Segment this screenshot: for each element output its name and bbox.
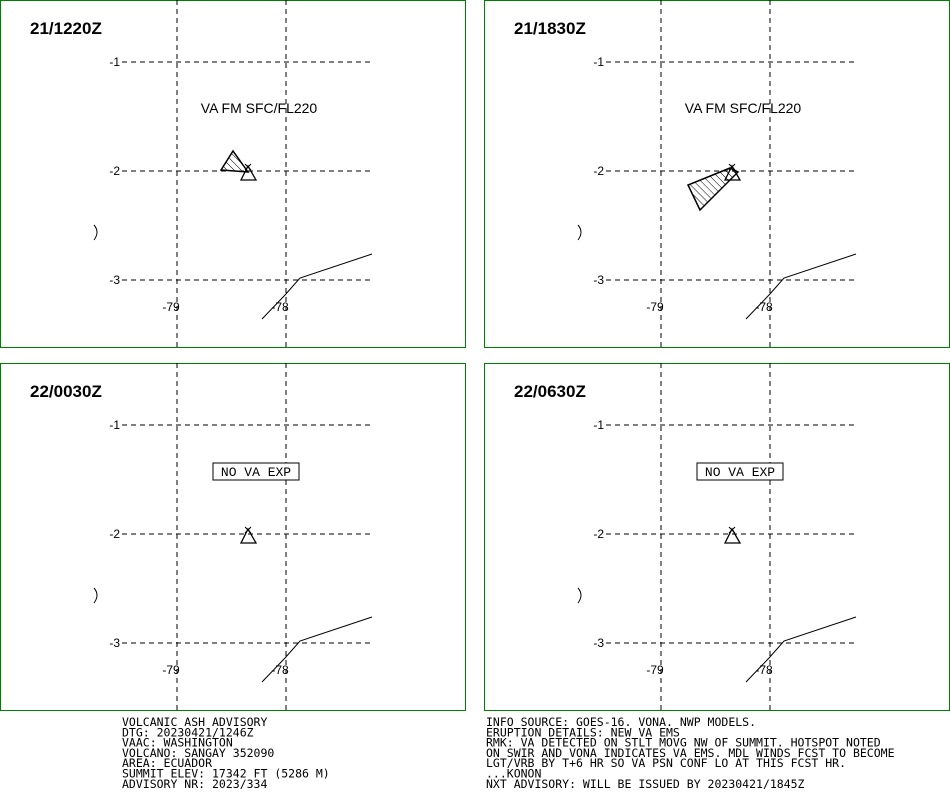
map-panel: -1 -2 -3 -79 -78 21/1830Z VA FM SFC/FL220: [484, 0, 950, 348]
advisory-line: AREA: ECUADOR: [122, 756, 212, 770]
volcano-symbol: [239, 164, 258, 181]
advisory-line: VOLCANIC ASH ADVISORY: [122, 715, 267, 729]
annotation: VA FM SFC/FL220: [201, 100, 318, 116]
volcano-symbol: [239, 527, 258, 544]
coast-fragment: [577, 224, 582, 241]
coast-fragment: [93, 224, 98, 241]
map-panel: -1 -2 -3 -79 -78 22/0630Z NO VA EXP: [484, 363, 950, 711]
lat-label: -2: [593, 164, 604, 178]
lat-label: -2: [109, 164, 120, 178]
annotation: NO VA EXP: [705, 465, 775, 480]
advisory-line: ON SWIR AND VONA INDICATES VA EMS. MDL W…: [486, 746, 895, 760]
advisory-line: ...KONON: [486, 767, 541, 781]
lon-label: -78: [755, 300, 773, 314]
advisory-line: VOLCANO: SANGAY 352090: [122, 746, 274, 760]
lat-label: -2: [109, 527, 120, 541]
advisory-line: LGT/VRB BY T+6 HR SO VA PSN CONF LO AT T…: [486, 756, 846, 770]
advisory-line: SUMMIT ELEV: 17342 FT (5286 M): [122, 767, 330, 781]
lat-label: -1: [593, 418, 604, 432]
coastline: [261, 616, 373, 683]
panel-time: 22/0030Z: [30, 382, 102, 401]
panel-border: [0, 363, 466, 711]
volcano-spark: [728, 163, 736, 171]
lat-label: -3: [593, 636, 604, 650]
annotation: NO VA EXP: [221, 465, 291, 480]
lat-label: -1: [109, 55, 120, 69]
map-panel: -1 -2 -3 -79 -78 22/0030Z NO VA EXP: [0, 363, 466, 711]
lat-label: -3: [593, 273, 604, 287]
lat-label: -3: [109, 636, 120, 650]
advisory-line: ERUPTION DETAILS: NEW VA EMS: [486, 725, 680, 739]
advisory-line: RMK: VA DETECTED ON STLT MOVG NW OF SUMM…: [486, 736, 881, 750]
lon-label: -78: [271, 300, 289, 314]
panel-time: 22/0630Z: [514, 382, 586, 401]
lon-label: -79: [646, 663, 664, 677]
panel-time: 21/1830Z: [514, 19, 586, 38]
lon-label: -78: [271, 663, 289, 677]
ash-cloud: [219, 149, 250, 173]
lon-label: -79: [162, 663, 180, 677]
lat-label: -1: [109, 418, 120, 432]
map-panel: -1 -2 -3 -79 -78 21/1220Z VA FM SFC/FL220: [0, 0, 466, 348]
panel-border: [0, 0, 466, 348]
volcano-symbol: [723, 164, 742, 181]
annotation: VA FM SFC/FL220: [685, 100, 802, 116]
coastline: [261, 253, 373, 320]
advisory-line: ADVISORY NR: 2023/334: [122, 777, 267, 791]
annotation-box: [696, 462, 784, 481]
coastline: [745, 616, 857, 683]
volcano-spark: [728, 526, 736, 534]
volcano-spark: [244, 526, 252, 534]
volcano-symbol: [723, 527, 742, 544]
coastline: [745, 253, 857, 320]
advisory-line: NXT ADVISORY: WILL BE ISSUED BY 20230421…: [486, 777, 805, 791]
lon-label: -79: [646, 300, 664, 314]
volcano-spark: [244, 163, 252, 171]
coast-fragment: [93, 587, 98, 604]
coast-fragment: [577, 587, 582, 604]
lat-label: -3: [109, 273, 120, 287]
lat-label: -2: [593, 527, 604, 541]
advisory-line: DTG: 20230421/1246Z: [122, 725, 254, 739]
lon-label: -79: [162, 300, 180, 314]
lon-label: -78: [755, 663, 773, 677]
annotation-box: [212, 462, 300, 481]
advisory-line: INFO SOURCE: GOES-16. VONA. NWP MODELS.: [486, 715, 756, 729]
advisory-line: VAAC: WASHINGTON: [122, 736, 233, 750]
lat-label: -1: [593, 55, 604, 69]
panel-time: 21/1220Z: [30, 19, 102, 38]
